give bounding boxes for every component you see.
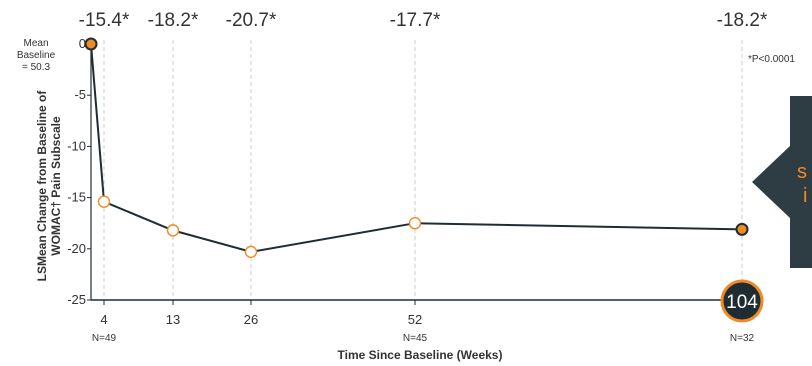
data-point-week-0: [84, 37, 98, 51]
y-tick-label: -25: [67, 292, 86, 307]
baseline-label-line-3: = 50.3: [22, 62, 51, 73]
x-tick-label: 4: [100, 312, 107, 327]
n-label: N=49: [92, 333, 117, 344]
week-104-label: 104: [726, 292, 758, 313]
week-104-highlight: 104: [720, 279, 764, 323]
data-point-week-26: [244, 245, 258, 259]
data-point-week-52: [408, 216, 422, 230]
y-tick-labels: 0 -5 -10 -15 -20 -25: [67, 36, 91, 307]
n-label: N=45: [403, 333, 428, 344]
week-104-circle: [720, 279, 764, 323]
baseline-label: Mean Baseline = 50.3: [17, 38, 56, 73]
callout-bubble: s i: [752, 96, 812, 268]
gridlines: [103, 40, 743, 300]
top-value-label: -18.2*: [148, 10, 199, 31]
series-line: [90, 43, 743, 253]
y-tick-label: -10: [67, 138, 86, 153]
pvalue-note: *P<0.0001: [748, 54, 795, 65]
callout-text-1: s: [797, 161, 807, 183]
callout-shape: [752, 96, 812, 268]
x-axis-title: Time Since Baseline (Weeks): [338, 348, 503, 362]
data-point-week-104: [735, 222, 749, 236]
baseline-label-line-1: Mean: [23, 38, 48, 49]
x-tick-label: 26: [244, 312, 258, 327]
data-points: [84, 37, 749, 259]
top-value-labels: -15.4* -18.2* -20.7* -17.7* -18.2*: [79, 10, 768, 31]
baseline-label-line-2: Baseline: [17, 50, 56, 61]
n-label: N=32: [730, 333, 755, 344]
y-axis-title-line-2: WOMAC† Pain Subscale: [49, 116, 63, 256]
x-tick-labels: 4 N=49 13 26 52 N=45 N=32: [92, 300, 755, 344]
y-axis-title-line-1: LSMean Change from Baseline of: [35, 90, 49, 282]
x-tick-label: 13: [166, 312, 180, 327]
callout-text-2: i: [803, 185, 807, 207]
y-tick-label: 0: [79, 36, 86, 51]
data-point-week-13: [166, 224, 180, 237]
data-point-week-4: [97, 195, 111, 208]
y-tick-label: -20: [67, 241, 86, 256]
series-path: [90, 43, 743, 253]
y-tick-label: -15: [67, 190, 86, 205]
top-value-label: -20.7*: [226, 10, 277, 31]
top-value-label: -17.7*: [390, 10, 441, 31]
axes: [90, 44, 742, 301]
x-tick-label: 52: [408, 312, 422, 327]
top-value-label: -18.2*: [717, 10, 768, 31]
top-value-label: -15.4*: [79, 10, 130, 31]
y-tick-label: -5: [74, 87, 86, 102]
